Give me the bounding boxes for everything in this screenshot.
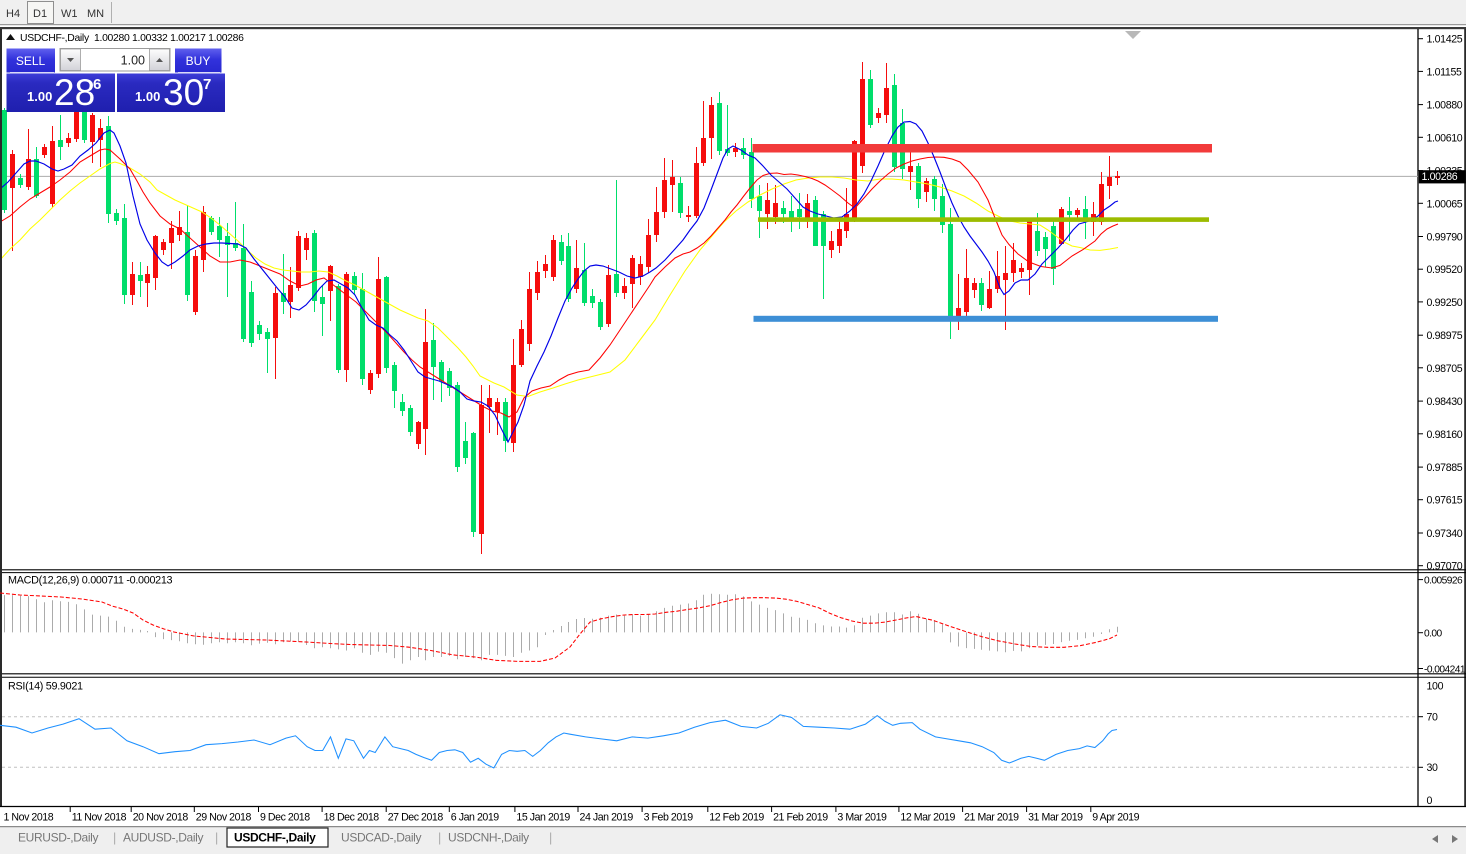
svg-text:20 Nov 2018: 20 Nov 2018 <box>133 812 189 824</box>
svg-text:-0.004241: -0.004241 <box>1424 665 1466 676</box>
svg-text:7: 7 <box>203 76 211 93</box>
svg-text:|: | <box>113 831 116 845</box>
svg-text:0: 0 <box>1427 795 1433 807</box>
svg-text:RSI(14) 59.9021: RSI(14) 59.9021 <box>8 681 83 693</box>
svg-text:0.98975: 0.98975 <box>1427 330 1463 342</box>
svg-text:USDCHF-,Daily: USDCHF-,Daily <box>234 831 316 845</box>
svg-text:1.00880: 1.00880 <box>1427 100 1463 112</box>
svg-text:EURUSD-,Daily: EURUSD-,Daily <box>18 831 98 845</box>
svg-text:0.98705: 0.98705 <box>1427 363 1463 375</box>
svg-text:27 Dec 2018: 27 Dec 2018 <box>388 812 444 824</box>
svg-text:1.01425: 1.01425 <box>1427 34 1463 46</box>
svg-text:|: | <box>215 831 218 845</box>
svg-text:D1: D1 <box>33 8 47 20</box>
svg-text:1 Nov 2018: 1 Nov 2018 <box>4 812 54 824</box>
svg-text:|: | <box>438 831 441 845</box>
svg-text:0.97885: 0.97885 <box>1427 462 1463 474</box>
svg-text:29 Nov 2018: 29 Nov 2018 <box>196 812 252 824</box>
svg-text:0.005926: 0.005926 <box>1424 576 1463 587</box>
svg-text:1.00286: 1.00286 <box>1422 171 1458 183</box>
svg-text:0.00: 0.00 <box>1424 629 1443 640</box>
svg-text:28: 28 <box>54 72 95 113</box>
svg-text:9 Apr 2019: 9 Apr 2019 <box>1092 812 1139 824</box>
svg-text:3 Mar 2019: 3 Mar 2019 <box>837 812 887 824</box>
svg-text:18 Dec 2018: 18 Dec 2018 <box>324 812 380 824</box>
svg-text:USDCHF-,Daily 1.00280 1.00332: USDCHF-,Daily 1.00280 1.00332 1.00217 1.… <box>20 33 244 44</box>
svg-text:70: 70 <box>1427 712 1439 724</box>
svg-text:9 Dec 2018: 9 Dec 2018 <box>260 812 310 824</box>
svg-text:BUY: BUY <box>186 54 211 68</box>
svg-text:0.98160: 0.98160 <box>1427 429 1463 441</box>
svg-text:SELL: SELL <box>16 54 46 68</box>
svg-text:1.00: 1.00 <box>27 89 52 104</box>
svg-text:AUDUSD-,Daily: AUDUSD-,Daily <box>123 831 203 845</box>
svg-text:3 Feb 2019: 3 Feb 2019 <box>644 812 694 824</box>
svg-text:6 Jan 2019: 6 Jan 2019 <box>451 812 499 824</box>
svg-text:0.98430: 0.98430 <box>1427 396 1463 408</box>
svg-text:0.99520: 0.99520 <box>1427 264 1463 276</box>
svg-text:|: | <box>549 831 552 845</box>
svg-text:21 Mar 2019: 21 Mar 2019 <box>964 812 1019 824</box>
svg-text:0.97340: 0.97340 <box>1427 528 1463 540</box>
svg-text:W1: W1 <box>61 8 78 20</box>
svg-text:24 Jan 2019: 24 Jan 2019 <box>580 812 634 824</box>
svg-text:USDCNH-,Daily: USDCNH-,Daily <box>448 831 529 845</box>
svg-text:1.00: 1.00 <box>121 54 145 68</box>
svg-text:15 Jan 2019: 15 Jan 2019 <box>516 812 570 824</box>
svg-text:USDCAD-,Daily: USDCAD-,Daily <box>341 831 421 845</box>
svg-text:0.99790: 0.99790 <box>1427 232 1463 244</box>
svg-text:12 Feb 2019: 12 Feb 2019 <box>709 812 764 824</box>
svg-text:6: 6 <box>93 76 101 93</box>
svg-text:MN: MN <box>87 8 104 20</box>
svg-text:11 Nov 2018: 11 Nov 2018 <box>72 812 127 824</box>
svg-text:H4: H4 <box>6 8 20 20</box>
svg-text:MACD(12,26,9) 0.000711 -0.0002: MACD(12,26,9) 0.000711 -0.000213 <box>8 575 173 587</box>
svg-text:12 Mar 2019: 12 Mar 2019 <box>900 812 955 824</box>
svg-text:0.99250: 0.99250 <box>1427 297 1463 309</box>
svg-text:0.97615: 0.97615 <box>1427 495 1463 507</box>
svg-text:1.00: 1.00 <box>135 89 160 104</box>
svg-text:1.00065: 1.00065 <box>1427 198 1463 210</box>
svg-text:0.97070: 0.97070 <box>1427 561 1463 573</box>
svg-text:30: 30 <box>163 72 204 113</box>
svg-text:1.01155: 1.01155 <box>1427 66 1463 78</box>
svg-text:1.00610: 1.00610 <box>1427 132 1463 144</box>
svg-text:30: 30 <box>1427 762 1439 774</box>
svg-text:21 Feb 2019: 21 Feb 2019 <box>773 812 828 824</box>
svg-text:100: 100 <box>1427 681 1444 693</box>
svg-text:31 Mar 2019: 31 Mar 2019 <box>1028 812 1083 824</box>
